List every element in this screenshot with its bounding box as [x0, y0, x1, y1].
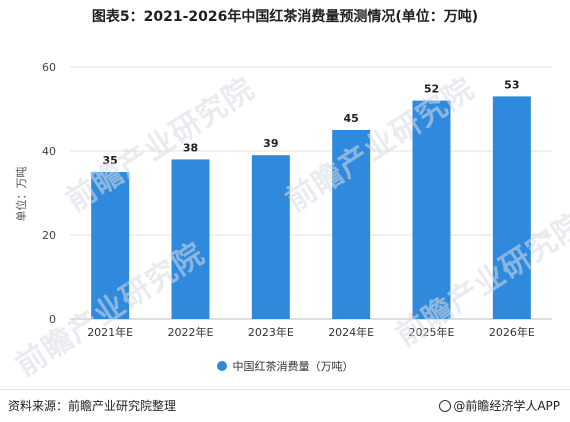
bars	[91, 96, 531, 320]
x-tick-label: 2021年E	[87, 325, 133, 339]
source-note: 资料来源：前瞻产业研究院整理	[8, 399, 177, 413]
x-tick-label: 2023年E	[248, 325, 294, 339]
bar	[251, 155, 290, 319]
x-tick-label: 2026年E	[489, 325, 535, 339]
brand-text: @前瞻经济学人APP	[453, 399, 560, 413]
x-tick-label: 2025年E	[409, 325, 455, 339]
x-tick-labels: 2021年E 2022年E 2023年E 2024年E 2025年E 2026年E	[87, 325, 535, 339]
y-tick-label: 20	[42, 229, 56, 242]
data-label: 35	[103, 154, 118, 167]
data-label: 52	[424, 83, 439, 96]
bar	[412, 100, 451, 319]
bar	[171, 159, 210, 319]
data-label: 38	[183, 141, 198, 154]
brand-credit: @前瞻经济学人APP	[439, 397, 560, 414]
data-label: 39	[263, 137, 278, 150]
y-tick-labels: 0 20 40 60	[42, 61, 56, 326]
x-tick-label: 2024年E	[328, 325, 374, 339]
data-label: 45	[344, 112, 359, 125]
gridlines	[70, 66, 552, 320]
data-label: 53	[504, 78, 519, 91]
footer: 资料来源：前瞻产业研究院整理 @前瞻经济学人APP	[0, 389, 570, 422]
y-axis-label: 单位：万吨	[14, 167, 28, 222]
y-tick-label: 60	[42, 61, 56, 74]
y-tick-label: 0	[49, 313, 56, 326]
x-tick-label: 2022年E	[168, 325, 214, 339]
brand-icon	[439, 400, 452, 412]
bar	[332, 130, 371, 319]
data-labels: 35 38 39 45 52 53	[103, 78, 520, 167]
chart-title: 图表5：2021-2026年中国红茶消费量预测情况(单位：万吨)	[91, 9, 479, 25]
legend: 中国红茶消费量（万吨）	[0, 358, 570, 374]
legend-swatch	[216, 361, 227, 371]
bar	[492, 96, 531, 320]
y-tick-label: 40	[42, 145, 56, 158]
legend-label: 中国红茶消费量（万吨）	[232, 360, 354, 373]
bar	[91, 172, 130, 319]
